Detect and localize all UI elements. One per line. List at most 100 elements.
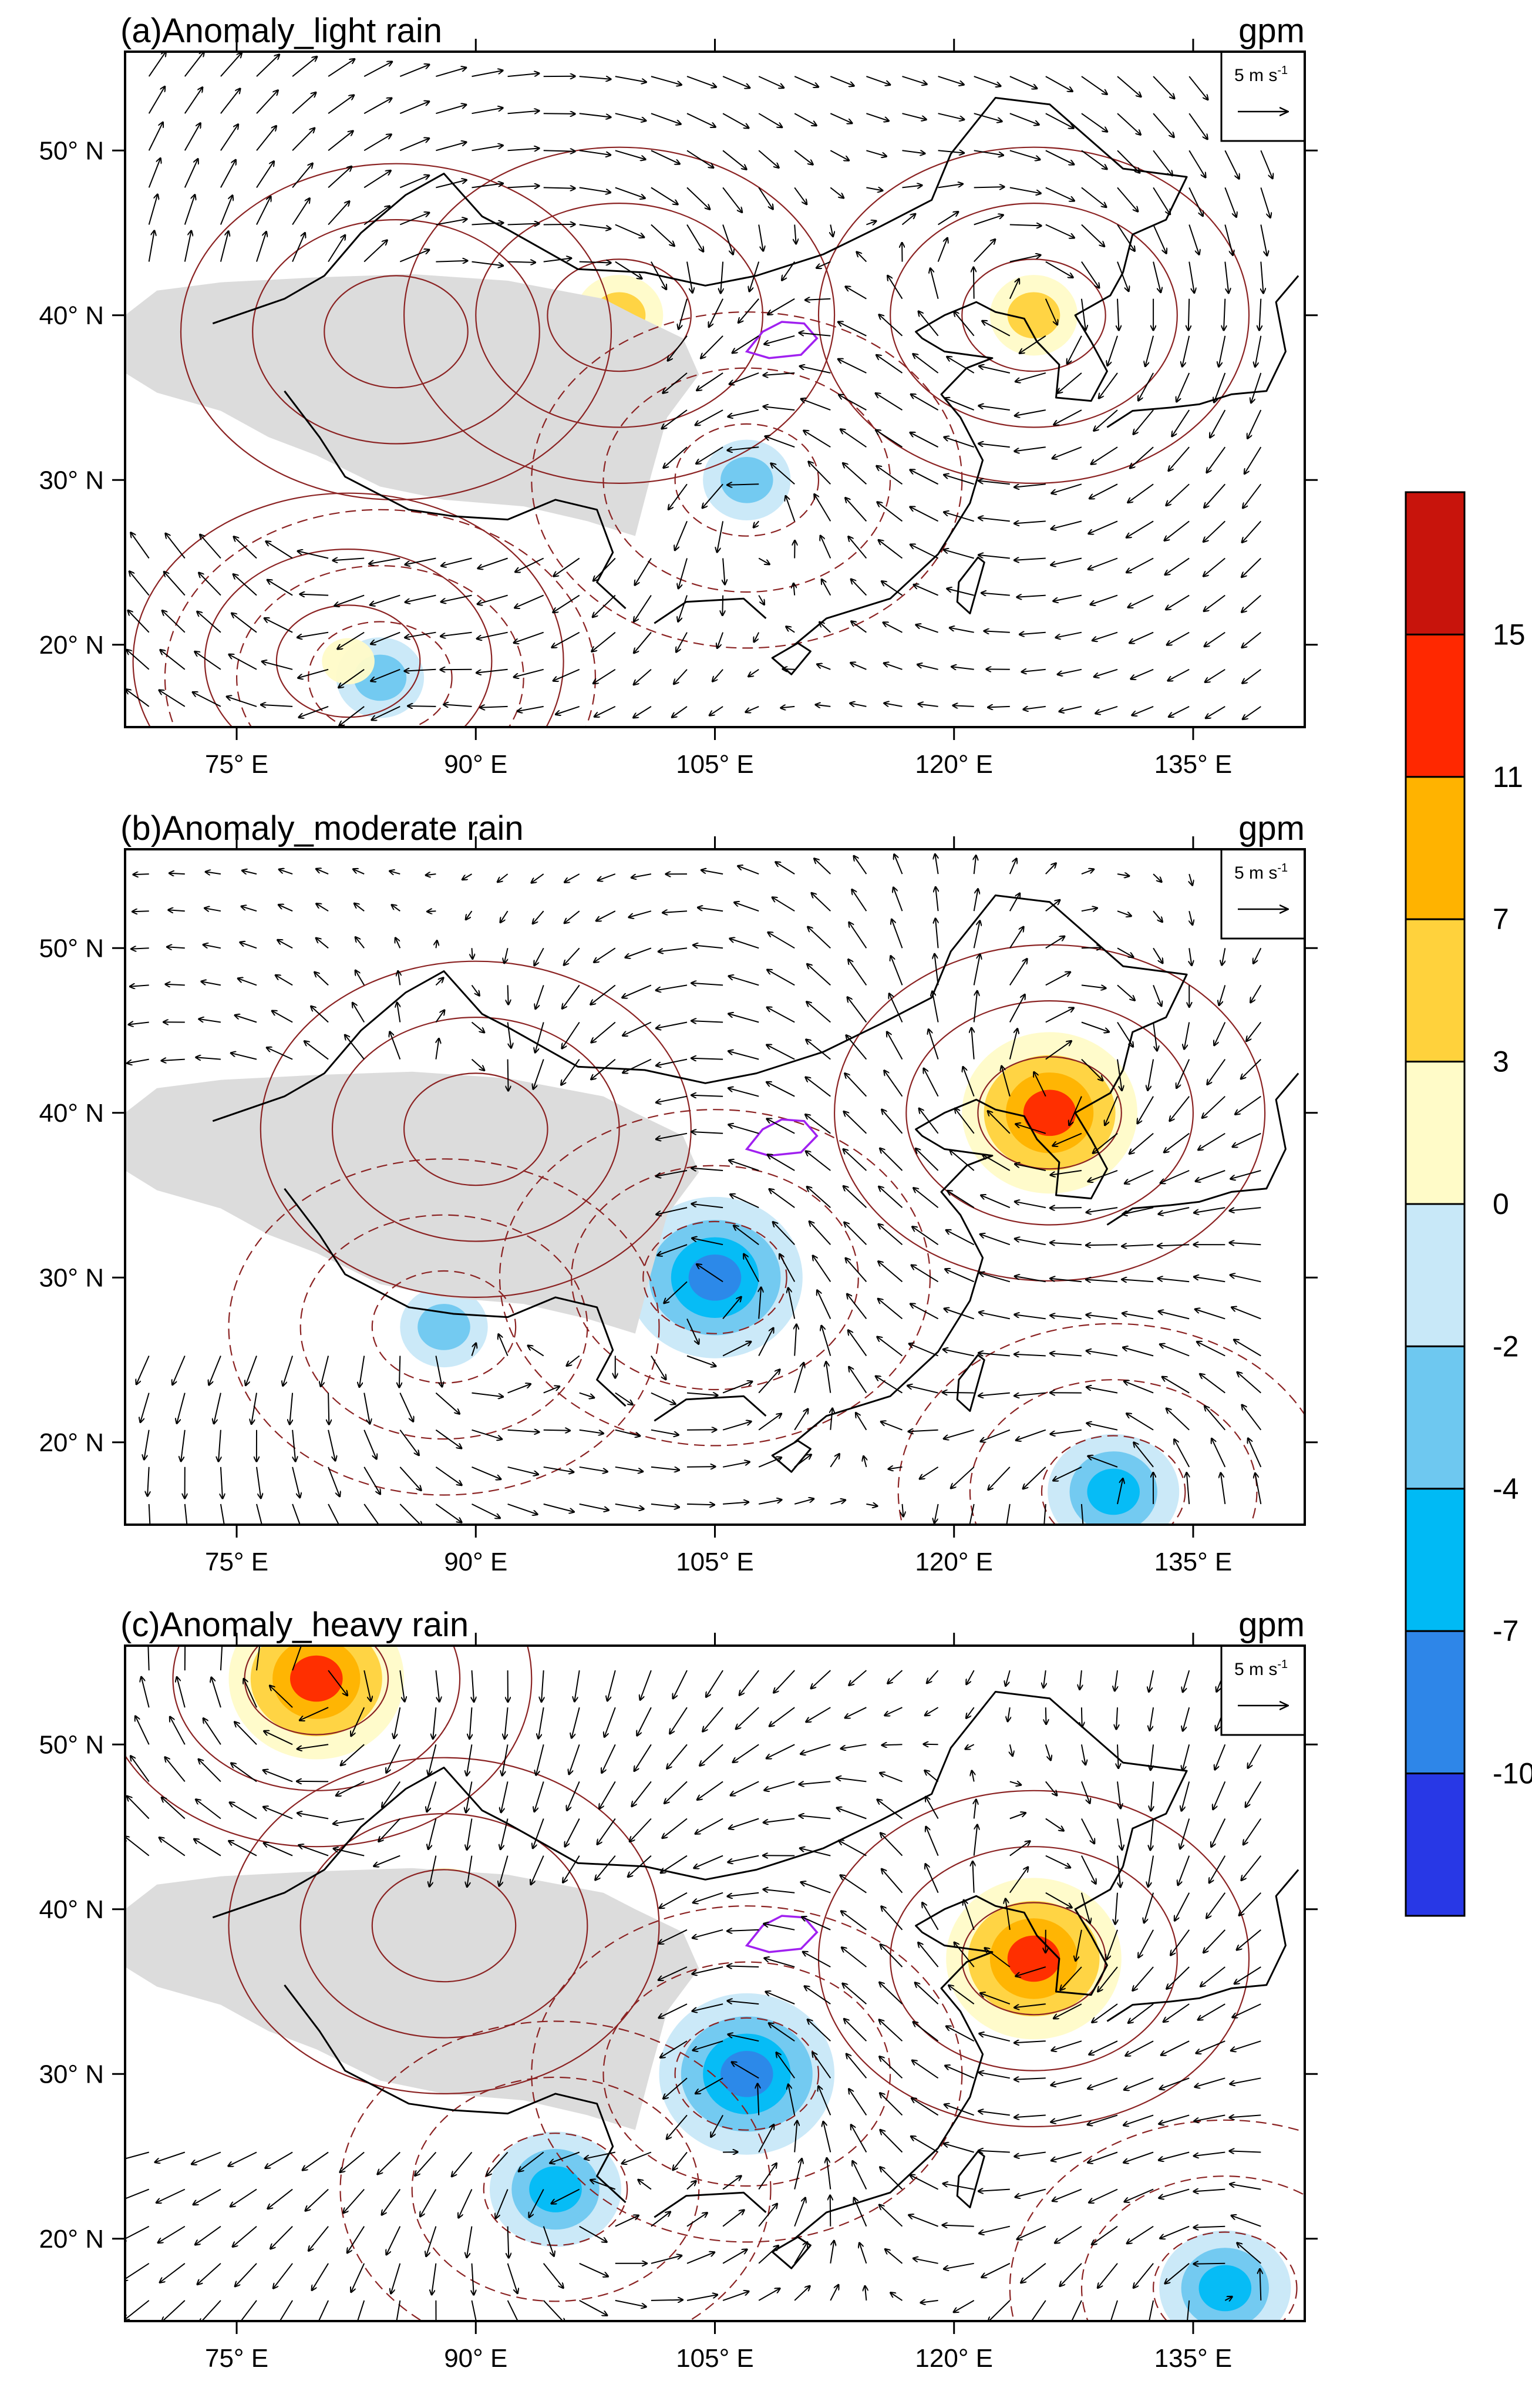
wind-vector: [894, 854, 903, 875]
wind-vector: [399, 65, 429, 78]
wind-vector: [579, 150, 611, 155]
wind-vector: [753, 520, 759, 527]
panel-title: (c)Anomaly_heavy rain: [120, 1606, 469, 1644]
wind-vector: [359, 1356, 365, 1387]
wind-vector: [592, 594, 616, 617]
wind-vector: [194, 651, 221, 670]
wind-vector: [1081, 150, 1107, 169]
wind-vector: [729, 939, 759, 949]
wind-vector: [334, 594, 365, 606]
wind-vector: [1203, 557, 1225, 577]
wind-vector: [622, 984, 652, 997]
wind-vector: [651, 1466, 679, 1470]
wind-vector: [371, 631, 400, 644]
wind-vectors: [127, 854, 1262, 1525]
wind-vector: [903, 1504, 904, 1517]
wind-vector: [472, 1392, 504, 1397]
wind-vector: [902, 113, 927, 119]
wind-vector: [919, 1108, 939, 1134]
height-contour: [403, 1072, 548, 1186]
wind-vector: [471, 984, 480, 996]
wind-vector: [1169, 446, 1190, 471]
wind-vector: [728, 1125, 759, 1134]
x-tick-label: 90° E: [444, 2344, 507, 2373]
wind-vector: [1009, 279, 1019, 300]
wind-vector: [877, 502, 903, 522]
wind-vector: [1244, 446, 1262, 474]
colorbar-label: 15: [1493, 618, 1526, 651]
wind-vector: [227, 697, 257, 707]
wind-vector: [399, 1467, 421, 1491]
wind-vector: [969, 1504, 975, 1525]
wind-vector: [944, 550, 974, 559]
wind-vectors: [126, 52, 1275, 726]
wind-vector: [126, 689, 150, 707]
anomaly-center: [962, 1032, 1137, 1194]
wind-vector: [772, 897, 795, 912]
wind-vector: [1188, 261, 1194, 293]
wind-vector: [1009, 959, 1028, 986]
wind-vector: [979, 366, 1011, 374]
wind-vector: [1165, 557, 1190, 575]
wind-vector: [238, 978, 257, 986]
wind-vector: [1014, 559, 1046, 560]
wind-vector: [564, 947, 580, 965]
wind-vector: [693, 945, 723, 949]
wind-vector: [593, 668, 616, 684]
wind-vector: [982, 1155, 1011, 1171]
height-contour: [403, 146, 836, 484]
wind-vector: [594, 947, 616, 962]
wind-vector: [507, 262, 536, 263]
wind-vector: [1045, 863, 1056, 875]
wind-vector: [184, 159, 198, 188]
wind-vector: [1050, 1429, 1082, 1434]
wind-vector: [1210, 409, 1226, 438]
wind-vector: [1242, 520, 1262, 542]
height-contour: [308, 621, 453, 727]
wind-vector: [562, 1021, 580, 1049]
wind-vector: [196, 1057, 221, 1059]
wind-vector: [1260, 298, 1261, 331]
wind-vector: [297, 1781, 329, 1782]
wind-vector: [845, 1073, 867, 1097]
height-contour: [164, 509, 596, 727]
wind-vector: [709, 706, 723, 715]
wind-vector: [234, 536, 257, 559]
wind-vector: [507, 149, 540, 151]
wind-vector: [615, 113, 647, 120]
wind-vector: [328, 166, 352, 189]
wind-vector: [1087, 1170, 1118, 1182]
wind-vector: [283, 1356, 294, 1386]
wind-vector: [1052, 446, 1082, 459]
wind-vector: [794, 1324, 796, 1356]
wind-vector: [944, 512, 974, 522]
anomaly-center: [1048, 1434, 1180, 1525]
wind-vector: [938, 76, 964, 85]
wind-vector: [220, 89, 240, 114]
wind-vector: [698, 907, 723, 912]
wind-vector: [321, 1356, 329, 1387]
wind-vector: [553, 557, 580, 577]
wind-vector: [389, 871, 400, 874]
wind-vector: [435, 1429, 462, 1449]
wind-vector: [1117, 187, 1138, 211]
wind-vector: [883, 623, 903, 633]
wind-vector: [951, 1467, 975, 1489]
wind-vector: [947, 1190, 975, 1208]
wind-vector: [913, 1188, 939, 1208]
wind-vector: [292, 1467, 300, 1498]
reference-vector-label: 5 m s-1: [1234, 64, 1288, 85]
wind-vector: [758, 187, 773, 209]
wind-vector: [767, 970, 795, 986]
wind-vector: [515, 557, 544, 573]
wind-vector: [1224, 187, 1236, 217]
wind-vector: [1052, 1132, 1082, 1146]
colorbar-box: [1405, 1488, 1466, 1632]
wind-vector: [579, 262, 611, 263]
wind-vector: [1006, 1504, 1011, 1525]
wind-vector: [1117, 874, 1129, 876]
wind-vector: [311, 1006, 329, 1023]
height-contour: [674, 423, 820, 537]
wind-vector: [144, 1430, 150, 1460]
wind-vector: [656, 1021, 688, 1028]
